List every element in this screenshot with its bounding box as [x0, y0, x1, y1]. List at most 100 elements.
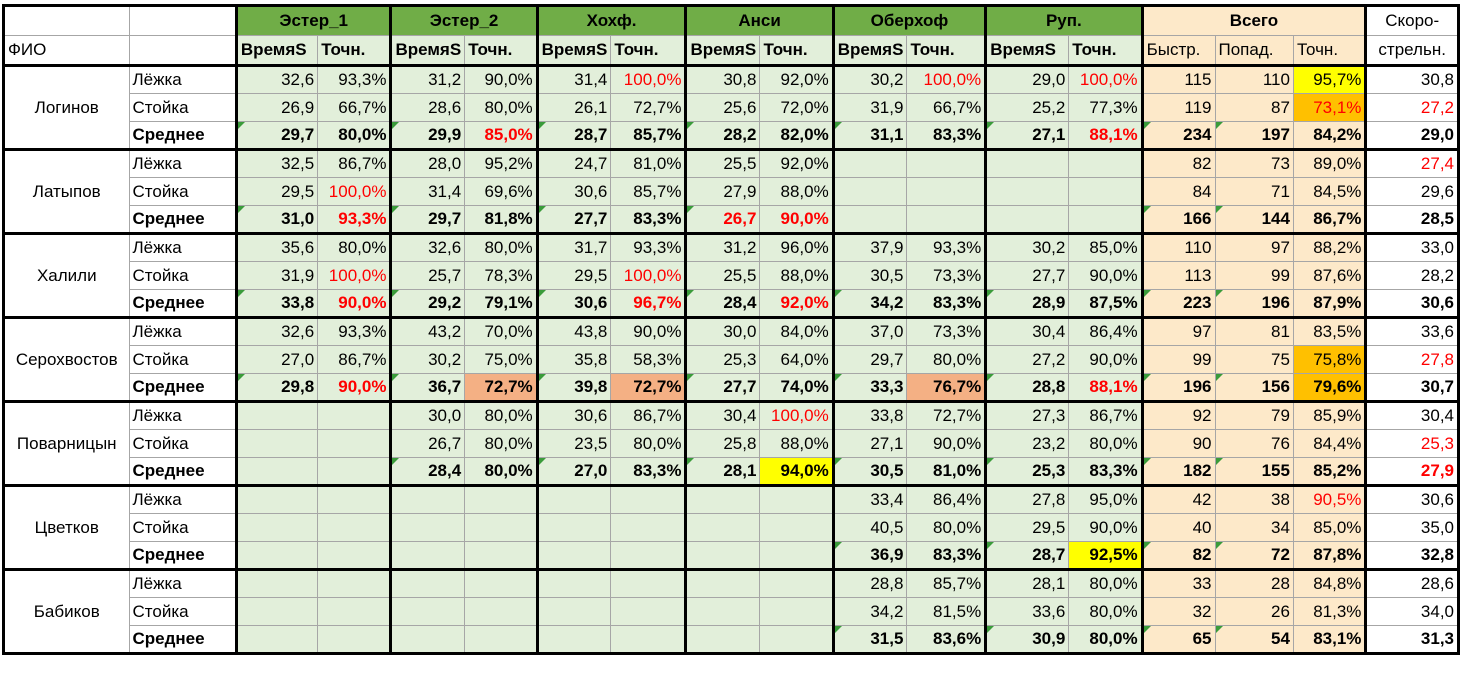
speed-cell[interactable]: 33,6: [1364, 317, 1460, 346]
time-cell[interactable]: 33,6: [984, 597, 1070, 626]
total-fast-cell[interactable]: 166: [1141, 205, 1216, 235]
time-cell[interactable]: [234, 457, 319, 487]
time-cell[interactable]: 25,8: [684, 429, 761, 458]
total-accuracy-cell[interactable]: 89,0%: [1292, 149, 1367, 178]
time-cell[interactable]: 35,6: [234, 233, 319, 262]
accuracy-cell[interactable]: [464, 625, 538, 655]
total-accuracy-cell[interactable]: 83,1%: [1292, 625, 1367, 655]
time-cell[interactable]: 25,2: [984, 93, 1070, 122]
accuracy-cell[interactable]: [610, 513, 687, 542]
athlete-name[interactable]: Серохвостов: [2, 317, 130, 403]
time-cell[interactable]: [234, 597, 319, 626]
time-cell[interactable]: 30,5: [831, 457, 908, 487]
accuracy-cell[interactable]: 90,0%: [1068, 513, 1144, 542]
time-cell[interactable]: [535, 597, 612, 626]
time-cell[interactable]: [389, 625, 466, 655]
position-label[interactable]: Среднее: [128, 205, 237, 235]
time-cell[interactable]: 27,2: [984, 345, 1070, 374]
athlete-name[interactable]: Цветков: [2, 485, 130, 571]
time-cell[interactable]: 33,8: [234, 289, 319, 319]
time-cell[interactable]: 27,0: [234, 345, 319, 374]
accuracy-cell[interactable]: 69,6%: [464, 177, 538, 206]
position-label[interactable]: Стойка: [128, 177, 237, 206]
time-cell[interactable]: 31,9: [234, 261, 319, 290]
accuracy-cell[interactable]: 93,3%: [317, 205, 392, 235]
accuracy-cell[interactable]: 73,3%: [906, 261, 987, 290]
time-cell[interactable]: [234, 513, 319, 542]
time-cell[interactable]: 30,0: [684, 317, 761, 346]
total-accuracy-cell[interactable]: 73,1%: [1292, 93, 1367, 122]
time-cell[interactable]: [684, 625, 761, 655]
time-cell[interactable]: 28,4: [684, 289, 761, 319]
time-cell[interactable]: 36,7: [389, 373, 466, 403]
accuracy-cell[interactable]: 83,3%: [906, 289, 987, 319]
position-label[interactable]: Стойка: [128, 513, 237, 542]
accuracy-cell[interactable]: 100,0%: [906, 65, 987, 94]
total-fast-cell[interactable]: 82: [1141, 541, 1216, 571]
time-cell[interactable]: 31,2: [389, 65, 466, 94]
total-fast-cell[interactable]: 119: [1141, 93, 1216, 122]
accuracy-cell[interactable]: 86,7%: [1068, 401, 1144, 430]
group-header[interactable]: Хохф.: [535, 4, 687, 36]
accuracy-cell[interactable]: 86,7%: [610, 401, 687, 430]
accuracy-cell[interactable]: 72,0%: [759, 93, 834, 122]
accuracy-cell[interactable]: 83,3%: [906, 541, 987, 571]
time-cell[interactable]: 28,6: [389, 93, 466, 122]
time-cell[interactable]: 32,6: [389, 233, 466, 262]
time-cell[interactable]: 27,7: [684, 373, 761, 403]
time-cell[interactable]: [535, 485, 612, 514]
accuracy-cell[interactable]: 94,0%: [759, 457, 834, 487]
time-cell[interactable]: 26,1: [535, 93, 612, 122]
accuracy-subheader[interactable]: Точн.: [610, 35, 687, 67]
position-label[interactable]: Среднее: [128, 289, 237, 319]
speed-cell[interactable]: 30,6: [1364, 485, 1460, 514]
time-cell[interactable]: 26,9: [234, 93, 319, 122]
total-fast-cell[interactable]: 97: [1141, 317, 1216, 346]
total-subheader[interactable]: Быстр.: [1141, 35, 1216, 67]
accuracy-cell[interactable]: 90,0%: [317, 373, 392, 403]
position-label[interactable]: Среднее: [128, 625, 237, 655]
time-cell[interactable]: 23,5: [535, 429, 612, 458]
time-cell[interactable]: 28,8: [984, 373, 1070, 403]
accuracy-cell[interactable]: 88,1%: [1068, 121, 1144, 151]
accuracy-cell[interactable]: [464, 597, 538, 626]
time-cell[interactable]: 30,6: [535, 289, 612, 319]
accuracy-cell[interactable]: [317, 597, 392, 626]
total-accuracy-cell[interactable]: 81,3%: [1292, 597, 1367, 626]
time-cell[interactable]: 30,9: [984, 625, 1070, 655]
total-hits-cell[interactable]: 110: [1214, 65, 1294, 94]
time-cell[interactable]: 27,1: [984, 121, 1070, 151]
time-subheader[interactable]: ВремяS: [389, 35, 466, 67]
accuracy-cell[interactable]: 90,0%: [759, 205, 834, 235]
speed-cell[interactable]: 33,0: [1364, 233, 1460, 262]
speed-cell[interactable]: 30,8: [1364, 65, 1460, 94]
time-cell[interactable]: 30,5: [831, 261, 908, 290]
accuracy-cell[interactable]: 90,0%: [1068, 261, 1144, 290]
total-accuracy-cell[interactable]: 84,5%: [1292, 177, 1367, 206]
accuracy-cell[interactable]: 90,0%: [1068, 345, 1144, 374]
time-cell[interactable]: 29,2: [389, 289, 466, 319]
time-cell[interactable]: 28,9: [984, 289, 1070, 319]
accuracy-cell[interactable]: 100,0%: [317, 177, 392, 206]
speed-header-2[interactable]: стрельн.: [1364, 35, 1460, 67]
time-cell[interactable]: [984, 149, 1070, 178]
accuracy-cell[interactable]: 80,0%: [317, 121, 392, 151]
time-cell[interactable]: 32,6: [234, 317, 319, 346]
accuracy-cell[interactable]: 100,0%: [610, 261, 687, 290]
time-cell[interactable]: 29,8: [234, 373, 319, 403]
time-cell[interactable]: 27,9: [684, 177, 761, 206]
athlete-name[interactable]: Бабиков: [2, 569, 130, 655]
speed-cell[interactable]: 29,0: [1364, 121, 1460, 151]
total-accuracy-cell[interactable]: 84,4%: [1292, 429, 1367, 458]
time-cell[interactable]: 30,6: [535, 401, 612, 430]
accuracy-cell[interactable]: 95,2%: [464, 149, 538, 178]
accuracy-cell[interactable]: 90,0%: [317, 289, 392, 319]
speed-cell[interactable]: 31,3: [1364, 625, 1460, 655]
accuracy-cell[interactable]: 80,0%: [1068, 597, 1144, 626]
accuracy-cell[interactable]: [610, 597, 687, 626]
speed-cell[interactable]: 30,6: [1364, 289, 1460, 319]
accuracy-cell[interactable]: 72,7%: [906, 401, 987, 430]
time-cell[interactable]: 43,8: [535, 317, 612, 346]
accuracy-cell[interactable]: 86,4%: [1068, 317, 1144, 346]
time-cell[interactable]: 27,7: [535, 205, 612, 235]
